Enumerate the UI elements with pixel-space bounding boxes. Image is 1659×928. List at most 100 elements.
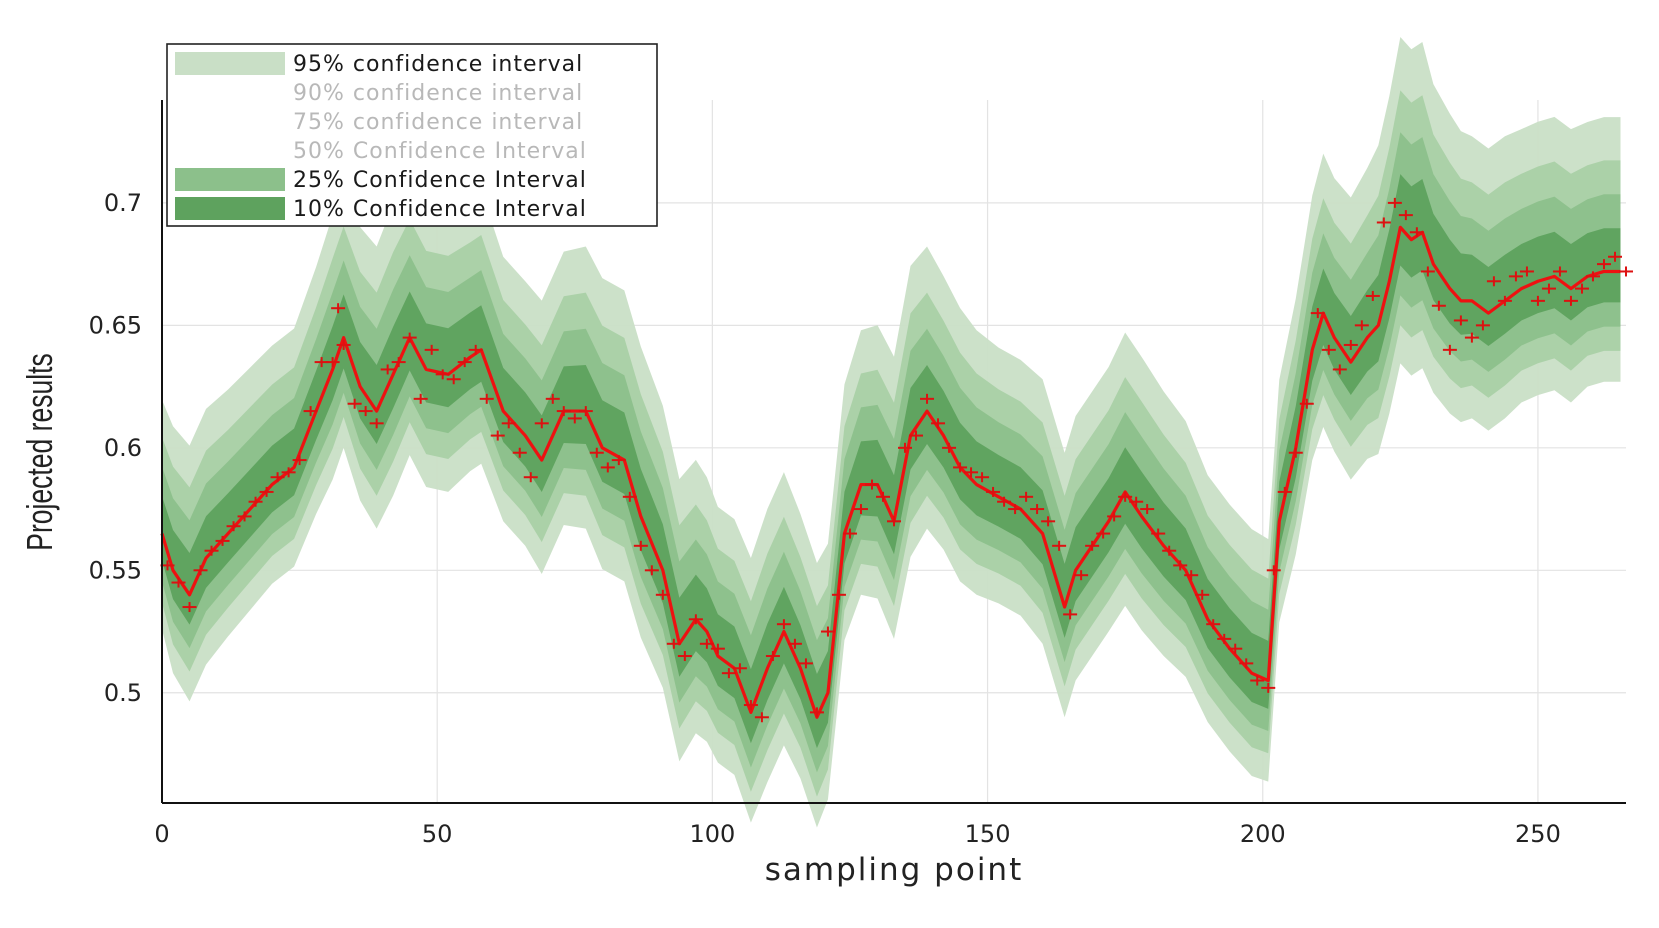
sample-point [1310, 308, 1325, 319]
sample-point [953, 462, 968, 473]
legend-swatch [175, 52, 285, 75]
sample-point [347, 398, 362, 409]
sample-point [215, 535, 230, 546]
sample-point [193, 565, 208, 576]
sample-point [1453, 315, 1468, 326]
sample-point [1475, 320, 1490, 331]
sample-point [1184, 570, 1199, 581]
sample-point [1387, 197, 1402, 208]
sample-point [1052, 540, 1067, 551]
sample-point [1420, 266, 1435, 277]
sample-point [1552, 266, 1567, 277]
sample-point [1607, 251, 1622, 262]
sample-point [501, 418, 516, 429]
sample-point [600, 462, 615, 473]
legend-entry: 95% confidence interval [175, 52, 582, 77]
sample-point [842, 528, 857, 539]
sample-point [1398, 210, 1413, 221]
sample-point [1129, 496, 1144, 507]
sample-point [611, 455, 626, 466]
y-tick-label: 0.55 [89, 556, 142, 584]
legend-entry: 50% Confidence Interval [293, 139, 586, 164]
sample-point [909, 430, 924, 441]
sample-point [864, 479, 879, 490]
sample-point [1140, 504, 1155, 515]
sample-point [1074, 570, 1089, 581]
sample-point [556, 406, 571, 417]
legend-label: 25% Confidence Interval [293, 168, 587, 193]
band-25 [162, 132, 1621, 773]
sample-point [336, 339, 351, 350]
sample-point [1261, 682, 1276, 693]
sample-point [1497, 295, 1512, 306]
sample-point [479, 393, 494, 404]
sample-markers [160, 197, 1633, 723]
sample-point [875, 491, 890, 502]
legend-entry: 10% Confidence Interval [175, 197, 586, 222]
sample-point [1619, 266, 1633, 277]
sample-point [545, 393, 560, 404]
sample-point [237, 511, 252, 522]
sample-point [666, 638, 681, 649]
sample-point [1409, 227, 1424, 238]
sample-point [182, 602, 197, 613]
sample-point [226, 521, 241, 532]
legend-label: 90% confidence interval [293, 81, 583, 106]
sample-point [831, 589, 846, 600]
sample-point [380, 364, 395, 375]
x-axis-title: sampling point [765, 852, 1024, 888]
sample-point [1486, 276, 1501, 287]
sample-point [424, 344, 439, 355]
sample-point [1239, 658, 1254, 669]
sample-point [292, 455, 307, 466]
sample-point [331, 303, 346, 314]
sample-point [589, 447, 604, 458]
sample-point [853, 504, 868, 515]
sample-point [798, 658, 813, 669]
sample-point [1195, 589, 1210, 600]
sample-point [1277, 486, 1292, 497]
sample-point [534, 418, 549, 429]
legend-entry: 90% confidence interval [293, 81, 583, 106]
sample-point [1354, 320, 1369, 331]
sample-point [710, 643, 725, 654]
y-axis-title: Projected results [20, 353, 60, 550]
sample-point [1541, 283, 1556, 294]
sample-point [512, 447, 527, 458]
sample-point [259, 486, 274, 497]
sample-point [171, 577, 186, 588]
sample-point [997, 496, 1012, 507]
y-tick-label: 0.5 [104, 679, 142, 707]
sample-point [578, 406, 593, 417]
sample-point [457, 357, 472, 368]
sample-point [633, 540, 648, 551]
sample-point [975, 472, 990, 483]
sample-point [1107, 511, 1122, 522]
sample-point [809, 707, 824, 718]
legend: 95% confidence interval 90% confidence in… [166, 43, 658, 227]
y-tick-label: 0.65 [89, 311, 142, 339]
y-tick-labels: 0.5 0.55 0.6 0.65 0.7 [89, 189, 142, 707]
sample-point [1228, 643, 1243, 654]
sample-point [435, 369, 450, 380]
sample-point [490, 430, 505, 441]
legend-entry: 75% confidence interval [293, 110, 583, 135]
legend-swatch [175, 168, 285, 191]
sample-point [1266, 565, 1281, 576]
y-tick-label: 0.6 [104, 434, 142, 462]
sample-point [567, 413, 582, 424]
sample-point [622, 491, 637, 502]
sample-point [1332, 364, 1347, 375]
sample-point [1431, 300, 1446, 311]
sample-point [523, 472, 538, 483]
sample-point [446, 374, 461, 385]
sample-point [248, 496, 263, 507]
sample-point [1365, 290, 1380, 301]
sample-point [787, 638, 802, 649]
sample-point [468, 344, 483, 355]
sample-point [1041, 516, 1056, 527]
legend-label: 75% confidence interval [293, 110, 583, 135]
x-tick-label: 0 [154, 820, 169, 848]
sample-point [413, 393, 428, 404]
sample-point [1030, 504, 1045, 515]
